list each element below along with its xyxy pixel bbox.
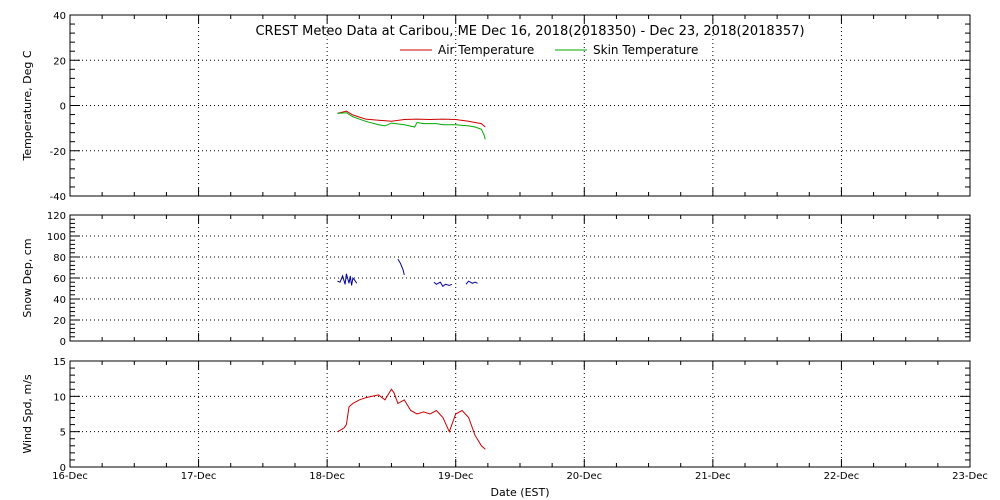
x-tick-label: 20-Dec bbox=[566, 471, 602, 482]
y-tick-label: 80 bbox=[53, 253, 66, 264]
y-tick-label: 120 bbox=[47, 211, 66, 222]
y-tick-label: 40 bbox=[53, 295, 66, 306]
y-tick-label: -40 bbox=[50, 192, 66, 203]
x-tick-label: 19-Dec bbox=[438, 471, 474, 482]
y-tick-label: 0 bbox=[60, 463, 66, 474]
x-tick-label: 21-Dec bbox=[695, 471, 731, 482]
series-line-1 bbox=[337, 388, 486, 450]
plot-frame bbox=[69, 360, 971, 468]
series-line-4 bbox=[465, 280, 478, 285]
y-axis-label: Snow Dep, cm bbox=[21, 238, 34, 317]
y-axis-label: Temperature, Deg C bbox=[21, 50, 34, 161]
chart-title: CREST Meteo Data at Caribou, ME Dec 16, … bbox=[255, 24, 804, 39]
y-axis-label: Wind Spd, m/s bbox=[21, 374, 34, 454]
series-line-2 bbox=[397, 258, 405, 276]
series-line-2 bbox=[337, 112, 486, 140]
legend-label: Skin Temperature bbox=[593, 43, 698, 57]
y-tick-label: -20 bbox=[50, 147, 66, 158]
series-line-1 bbox=[337, 273, 358, 286]
y-tick-label: 40 bbox=[53, 11, 66, 22]
panel-1: -40 -20 0 20 40 Temperature, Deg C bbox=[21, 11, 971, 203]
panel-3: 0 5 10 15 Wind Spd, m/s bbox=[21, 357, 971, 474]
y-tick-label: 60 bbox=[53, 274, 66, 285]
y-tick-label: 20 bbox=[53, 316, 66, 327]
y-tick-label: 0 bbox=[60, 102, 66, 113]
y-tick-label: 10 bbox=[53, 392, 66, 403]
x-axis-label: Date (EST) bbox=[490, 486, 549, 499]
x-tick-label: 22-Dec bbox=[824, 471, 860, 482]
legend: Air Temperature Skin Temperature bbox=[400, 43, 698, 57]
y-tick-label: 5 bbox=[60, 428, 66, 439]
series-line-1 bbox=[337, 110, 486, 128]
x-tick-label: 18-Dec bbox=[309, 471, 345, 482]
series-line-3 bbox=[433, 281, 453, 288]
y-tick-label: 20 bbox=[53, 56, 66, 67]
y-tick-label: 100 bbox=[47, 232, 66, 243]
y-tick-label: 0 bbox=[60, 337, 66, 348]
legend-label: Air Temperature bbox=[438, 43, 534, 57]
x-tick-label: 17-Dec bbox=[181, 471, 217, 482]
panel-2: 0 20 40 60 80 100 120 Snow Dep, cm bbox=[21, 211, 971, 348]
y-tick-label: 15 bbox=[53, 357, 66, 368]
x-tick-label: 16-Dec bbox=[52, 471, 88, 482]
x-tick-label: 23-Dec bbox=[952, 471, 988, 482]
